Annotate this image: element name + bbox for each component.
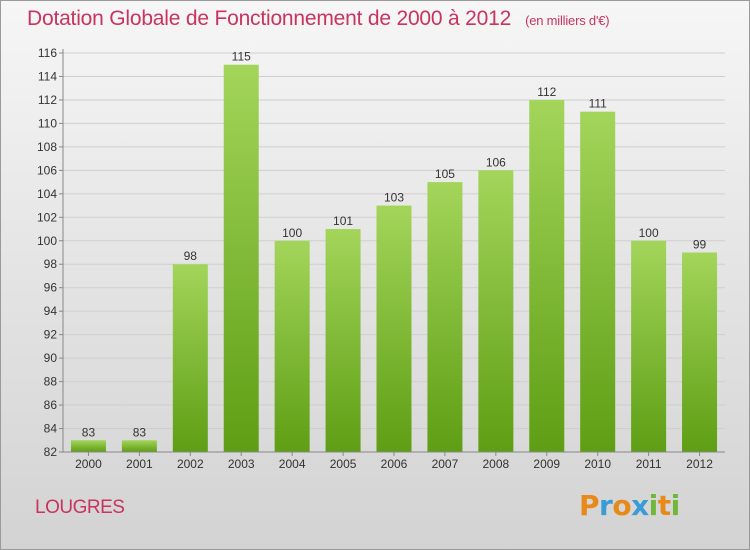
x-tick-label: 2006: [381, 457, 408, 471]
logo-letter: P: [579, 489, 600, 522]
y-tick-label: 110: [38, 116, 57, 130]
logo-letter: i: [670, 489, 681, 522]
bar-value-label: 98: [184, 249, 198, 263]
bar-value-label: 100: [282, 226, 302, 240]
bar-value-label: 106: [486, 155, 506, 169]
x-tick-label: 2001: [126, 457, 153, 471]
bar: [325, 229, 361, 452]
y-tick-label: 90: [44, 351, 58, 365]
x-tick-label: 2011: [636, 457, 662, 471]
y-tick-label: 92: [44, 328, 58, 342]
bar-value-label: 83: [133, 425, 147, 439]
y-tick-label: 106: [37, 163, 57, 177]
commune-name: LOUGRES: [35, 497, 125, 518]
logo-letter: i: [648, 489, 659, 522]
y-tick-label: 84: [44, 422, 58, 436]
bar: [529, 99, 565, 453]
x-tick-label: 2009: [533, 457, 560, 471]
bar: [172, 264, 208, 452]
x-tick-label: 2002: [177, 457, 204, 471]
y-tick-label: 114: [38, 69, 57, 83]
bar: [631, 240, 667, 452]
y-tick-label: 100: [37, 234, 57, 248]
x-tick-label: 2008: [482, 457, 509, 471]
bar-value-label: 83: [82, 425, 96, 439]
chart-title: Dotation Globale de Fonctionnement de 20…: [27, 7, 610, 31]
y-tick-label: 94: [44, 304, 58, 318]
y-tick-label: 96: [44, 281, 58, 295]
x-tick-label: 2005: [330, 457, 357, 471]
bar: [223, 64, 259, 452]
y-tick-label: 116: [38, 46, 57, 60]
title-unit: (en milliers d'€): [525, 13, 610, 28]
y-tick-label: 86: [44, 398, 58, 412]
x-tick-label: 2004: [279, 457, 306, 471]
y-tick-label: 102: [37, 210, 57, 224]
title-text: Dotation Globale de Fonctionnement de 20…: [27, 7, 512, 30]
x-tick-label: 2010: [584, 457, 611, 471]
x-tick-label: 2000: [75, 457, 102, 471]
y-tick-label: 82: [44, 445, 58, 459]
bar: [580, 111, 616, 453]
bar: [478, 170, 514, 452]
y-tick-label: 108: [37, 140, 57, 154]
bar-value-label: 112: [537, 85, 556, 99]
bar-value-label: 115: [232, 50, 251, 64]
logo-letter: t: [657, 489, 671, 522]
bar: [682, 252, 718, 452]
y-tick-label: 98: [44, 257, 58, 271]
bar: [121, 440, 157, 452]
y-tick-label: 112: [38, 93, 57, 107]
bar: [70, 440, 106, 452]
bar: [427, 182, 463, 452]
y-tick-label: 88: [44, 375, 58, 389]
proxiti-logo: Proxiti: [579, 489, 680, 522]
bar-value-label: 99: [693, 238, 707, 252]
bar: [376, 205, 412, 452]
logo-letter: r: [599, 489, 613, 522]
bar-value-label: 111: [589, 97, 608, 111]
bar-value-label: 101: [333, 214, 353, 228]
y-tick-label: 104: [37, 187, 57, 201]
x-tick-label: 2003: [228, 457, 255, 471]
bar-value-label: 100: [639, 226, 659, 240]
bar-value-label: 105: [435, 167, 455, 181]
x-tick-label: 2012: [686, 457, 713, 471]
bar-value-label: 103: [384, 191, 404, 205]
x-tick-label: 2007: [432, 457, 459, 471]
bar: [274, 240, 310, 452]
logo-letter: x: [631, 489, 649, 522]
logo-letter: o: [612, 489, 632, 522]
